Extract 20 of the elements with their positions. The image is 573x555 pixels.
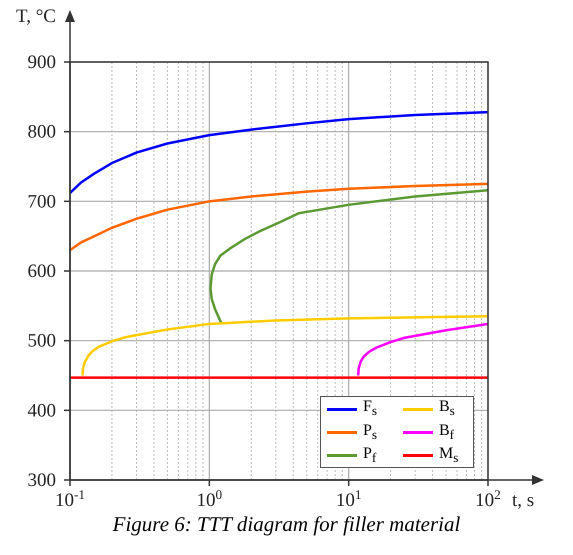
- x-tick-label: 10$^{0}$: [196, 486, 223, 511]
- x-tick-label: 10$^{2}$: [475, 486, 501, 511]
- y-tick-label: 500: [28, 330, 56, 352]
- y-tick-label: 600: [28, 261, 56, 282]
- y-tick-label: 800: [28, 122, 56, 143]
- legend-label: P$_{f}$: [363, 444, 378, 467]
- y-tick-label: 400: [28, 400, 56, 422]
- legend-label: B$_{s}$: [439, 397, 456, 421]
- y-tick-label: 300: [28, 470, 56, 491]
- x-tick-label: 10$^{1}$: [336, 486, 362, 511]
- legend-label: B$_{f}$: [439, 420, 456, 444]
- legend-label: P$_{s}$: [363, 420, 378, 444]
- legend-label: M$_{s}$: [439, 444, 460, 467]
- y-tick-label: 900: [28, 52, 56, 73]
- legend-label: F$_{s}$: [363, 397, 378, 421]
- y-tick-label: 700: [28, 191, 56, 212]
- caption: Figure 6: TTT diagram for filler material: [112, 512, 462, 537]
- y-axis-title: T, °C: [16, 6, 56, 27]
- x-axis-title: t, s: [512, 490, 534, 511]
- x-tick-label: 10$^{-1}$: [54, 486, 86, 511]
